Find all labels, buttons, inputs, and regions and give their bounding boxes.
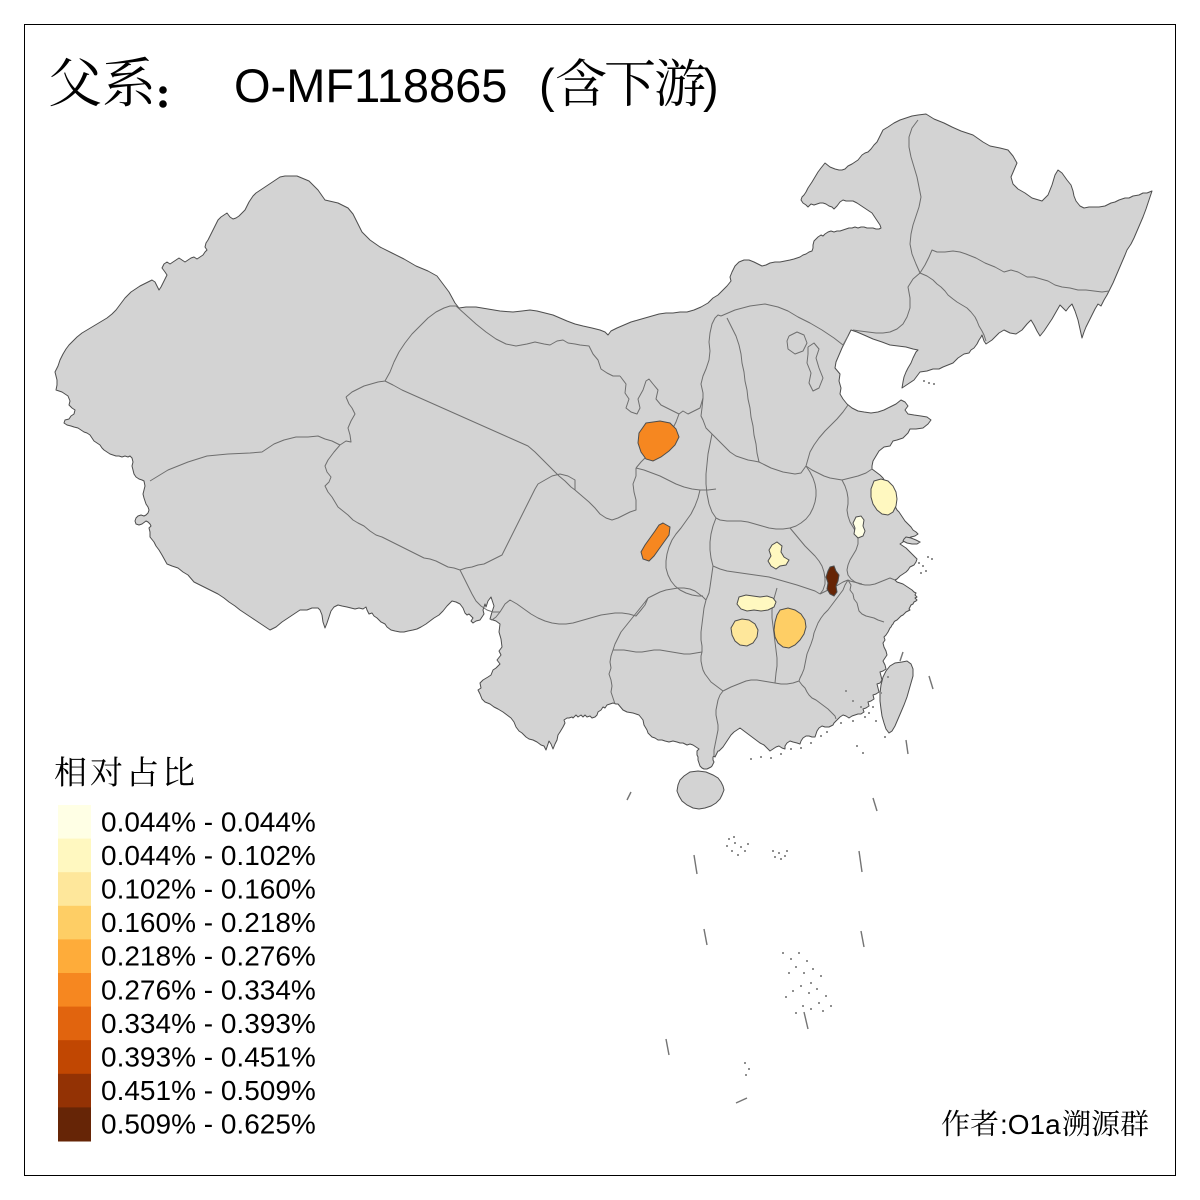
- svg-text:0.393% - 0.451%: 0.393% - 0.451%: [101, 1042, 316, 1073]
- svg-text:0.160% - 0.218%: 0.160% - 0.218%: [101, 907, 316, 938]
- svg-text:0.218% - 0.276%: 0.218% - 0.276%: [101, 941, 316, 972]
- svg-text:O-MF118865: O-MF118865: [234, 59, 507, 112]
- svg-text:0.509% - 0.625%: 0.509% - 0.625%: [101, 1109, 316, 1140]
- svg-text:0.334% - 0.393%: 0.334% - 0.393%: [101, 1008, 316, 1039]
- svg-text:0.044% - 0.044%: 0.044% - 0.044%: [101, 806, 316, 837]
- svg-text:0.451% - 0.509%: 0.451% - 0.509%: [101, 1075, 316, 1106]
- svg-text:): ): [703, 59, 719, 112]
- svg-text::O1a: :O1a: [1000, 1109, 1061, 1140]
- svg-text:0.102% - 0.160%: 0.102% - 0.160%: [101, 874, 316, 905]
- svg-text:0.044% - 0.102%: 0.044% - 0.102%: [101, 840, 316, 871]
- svg-text:(: (: [539, 59, 555, 112]
- svg-text:0.276% - 0.334%: 0.276% - 0.334%: [101, 974, 316, 1005]
